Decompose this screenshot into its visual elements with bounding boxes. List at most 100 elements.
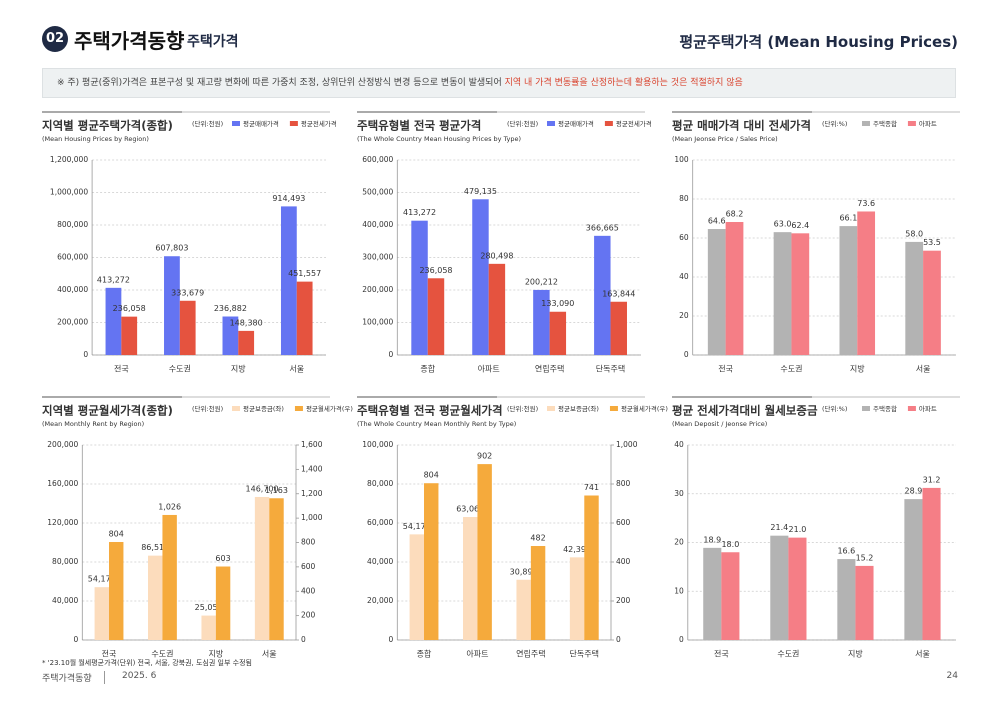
y-tick-label: 200,000 [47, 440, 78, 449]
legend-swatch [862, 406, 870, 411]
bar [923, 250, 941, 355]
x-tick-label: 연립주택 [516, 649, 545, 659]
chart-subtitle: (The Whole Country Mean Housing Prices b… [357, 135, 521, 143]
legend-label: 평균월세가격(우) [306, 404, 353, 413]
y2-tick-label: 400 [301, 586, 316, 595]
y-tick-label: 60 [679, 233, 689, 242]
chart-subtitle: (Mean Housing Prices by Region) [42, 135, 149, 143]
bar [477, 464, 492, 640]
value-label: 31.2 [923, 475, 941, 484]
y-tick-label: 800,000 [57, 220, 88, 229]
value-label: 30,895 [510, 567, 538, 576]
bar [269, 498, 284, 640]
value-label: 64.6 [708, 217, 726, 226]
value-label: 482 [530, 534, 545, 543]
x-tick-label: 단독주택 [596, 364, 625, 374]
y-tick-label: 100,000 [362, 440, 393, 449]
chart-title: 주택유형별 전국 평균가격 [357, 119, 481, 133]
y2-tick-label: 0 [616, 635, 621, 644]
y-tick-label: 200,000 [362, 285, 393, 294]
value-label: 280,498 [480, 251, 513, 260]
legend-label: 평균전세가격 [616, 119, 652, 128]
bar [488, 263, 506, 355]
footer-date: 2025. 6 [122, 671, 157, 681]
y2-tick-label: 800 [301, 538, 316, 547]
y2-tick-label: 200 [301, 611, 316, 620]
value-label: 236,058 [419, 266, 452, 275]
y-tick-label: 0 [74, 635, 79, 644]
bar [905, 241, 924, 355]
x-tick-label: 지방 [850, 364, 865, 374]
bar [584, 495, 599, 640]
y2-tick-label: 1,000 [301, 513, 323, 522]
bar [721, 552, 740, 640]
y2-tick-label: 600 [301, 562, 316, 571]
bar [788, 537, 807, 640]
note-text: ※ 주) 평균(중위)가격은 표본구성 및 재고량 변화에 따른 가중치 조정,… [57, 78, 502, 88]
y-tick-label: 80,000 [367, 479, 393, 488]
value-label: 63,065 [456, 505, 484, 514]
section-number: 02 [42, 26, 68, 52]
y-tick-label: 600,000 [362, 155, 393, 164]
footnote: * '23.10월 월세평균가격(단위) 전국, 서울, 강북권, 도심권 일부… [42, 659, 252, 667]
y-tick-label: 80 [679, 194, 689, 203]
value-label: 68.2 [726, 210, 744, 219]
y-tick-label: 40 [679, 272, 689, 281]
y-tick-label: 300,000 [362, 253, 393, 262]
y-tick-label: 40,000 [367, 557, 393, 566]
x-tick-label: 아파트 [478, 364, 500, 374]
unit-label: (단위:%) [822, 404, 847, 413]
bar [837, 559, 856, 640]
chart-subtitle: (Mean Jeonse Price / Sales Price) [672, 135, 778, 143]
value-label: 62.4 [791, 221, 809, 230]
value-label: 58.0 [905, 229, 923, 238]
bar [222, 316, 239, 355]
unit-label: (단위:천원) [507, 119, 538, 128]
bar [770, 535, 789, 640]
bar [533, 289, 550, 355]
x-tick-label: 수도권 [169, 364, 191, 374]
value-label: 333,679 [171, 288, 204, 297]
bar [424, 483, 439, 640]
x-tick-label: 전국 [714, 649, 729, 659]
value-label: 902 [477, 452, 492, 461]
bar [610, 301, 627, 355]
value-label: 73.6 [857, 199, 875, 208]
bar [594, 235, 611, 355]
y-tick-label: 0 [83, 350, 88, 359]
bar [569, 557, 585, 640]
bar [855, 565, 874, 640]
value-label: 86,514 [141, 543, 169, 552]
value-label: 66.1 [839, 214, 857, 223]
y-tick-label: 1,000,000 [50, 188, 88, 197]
y-tick-label: 500,000 [362, 188, 393, 197]
chart-title: 지역별 평균월세가격(종합) [42, 404, 173, 418]
value-label: 53.5 [923, 238, 941, 247]
bar [164, 256, 180, 355]
unit-label: (단위:천원) [192, 119, 223, 128]
bar [857, 211, 876, 355]
y2-tick-label: 800 [616, 479, 631, 488]
y2-tick-label: 1,400 [301, 464, 323, 473]
value-label: 21.0 [789, 525, 807, 534]
y2-tick-label: 1,200 [301, 489, 323, 498]
value-label: 1,163 [265, 486, 288, 495]
x-tick-label: 수도권 [780, 364, 802, 374]
page-title: 주택가격동향 [74, 29, 185, 53]
value-label: 200,212 [525, 277, 558, 286]
chart-title: 주택유형별 전국 평균월세가격 [357, 404, 503, 418]
y-tick-label: 40,000 [52, 596, 78, 605]
y-tick-label: 400,000 [362, 220, 393, 229]
x-tick-label: 전국 [114, 364, 129, 374]
y-tick-label: 0 [389, 635, 394, 644]
y2-tick-label: 1,000 [616, 440, 638, 449]
chart-subtitle: (The Whole Country Mean Monthly Rent by … [357, 420, 516, 428]
legend-swatch [609, 406, 618, 411]
legend-swatch [294, 406, 303, 411]
y-tick-label: 0 [679, 635, 684, 644]
chart-title: 지역별 평균주택가격(종합) [42, 119, 173, 133]
unit-label: (단위:천원) [192, 404, 223, 413]
x-tick-label: 서울 [915, 650, 930, 659]
bar [463, 517, 478, 640]
